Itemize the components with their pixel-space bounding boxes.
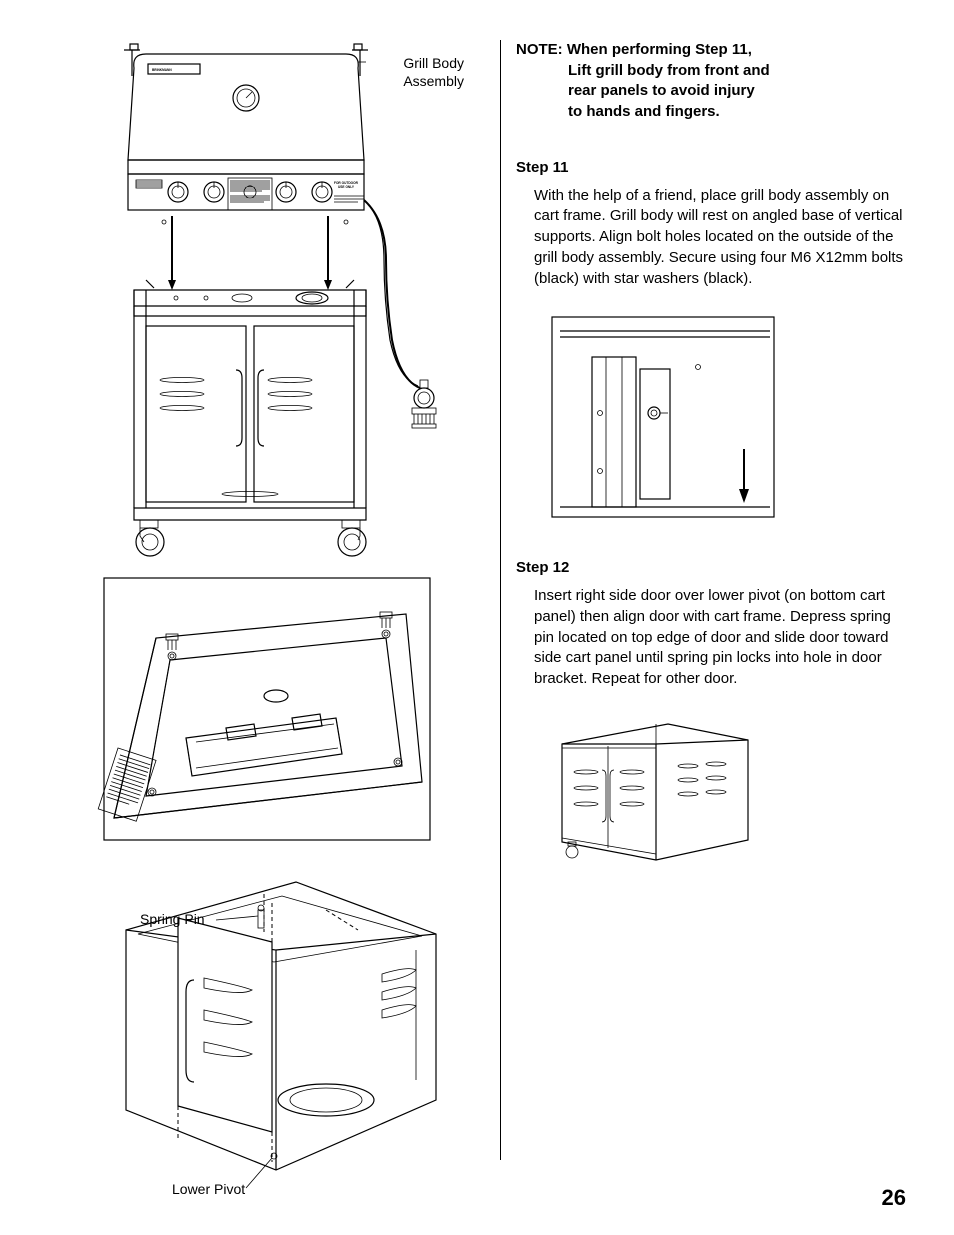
note-prefix: NOTE: <box>516 41 563 58</box>
callout-line: Assembly <box>403 73 464 89</box>
step12-body: Insert right side door over lower pivot … <box>516 586 906 689</box>
figure-grill-assembly: BRINKMANN <box>86 40 446 560</box>
page-number: 26 <box>882 1185 906 1211</box>
callout-line: Grill Body <box>403 55 464 71</box>
figure-step11-detail <box>548 313 778 523</box>
note-line: Lift grill body from front and <box>516 61 906 82</box>
step11-heading: Step 11 <box>516 159 906 176</box>
note-line: rear panels to avoid injury <box>516 81 906 102</box>
brand-label: BRINKMANN <box>152 68 172 72</box>
callout-spring-pin: Spring Pin <box>140 910 205 928</box>
callout-text: Spring Pin <box>140 911 205 927</box>
callout-lower-pivot: Lower Pivot <box>172 1180 245 1198</box>
step11-body: With the help of a friend, place grill b… <box>516 186 906 289</box>
column-divider <box>500 40 501 1160</box>
figure-bolt-detail <box>86 568 446 858</box>
note-line: to hands and fingers. <box>516 102 906 123</box>
figure-door-install: Spring Pin Lower Pivot <box>86 870 446 1200</box>
right-column: NOTE: When performing Step 11, Lift gril… <box>516 40 906 1160</box>
note-line: When performing Step 11, <box>567 41 752 58</box>
note-block: NOTE: When performing Step 11, Lift gril… <box>516 40 906 123</box>
step12-heading: Step 12 <box>516 559 906 576</box>
callout-text: Lower Pivot <box>172 1181 245 1197</box>
left-column: BRINKMANN <box>56 40 476 1160</box>
figure-step12-detail <box>548 714 758 864</box>
callout-grill-body-assembly: Grill Body Assembly <box>403 54 464 90</box>
svg-text:USE ONLY: USE ONLY <box>338 185 355 189</box>
